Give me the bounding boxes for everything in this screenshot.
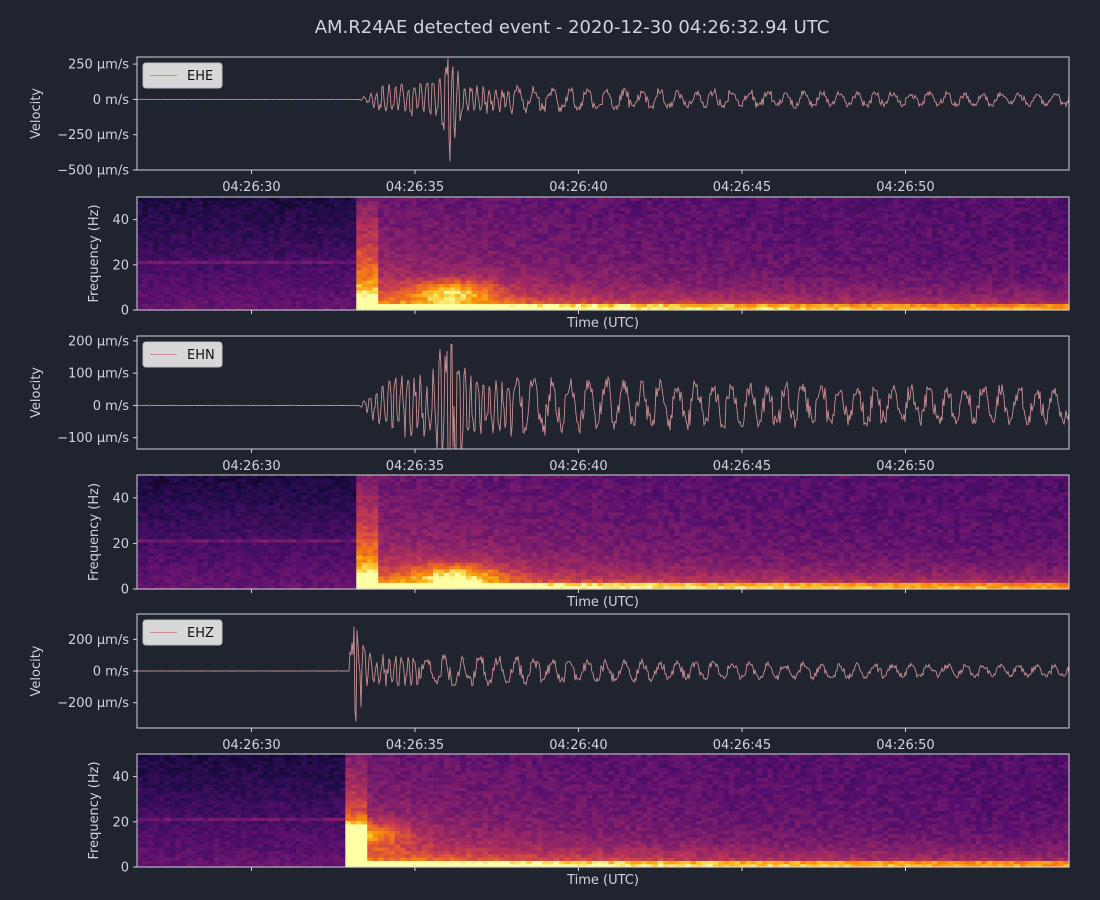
y-axis-label: Frequency (Hz): [87, 483, 102, 581]
x-axis-label: Time (UTC): [566, 316, 639, 331]
x-tick-label: 04:26:35: [386, 180, 444, 195]
legend-label: EHE: [187, 69, 213, 84]
y-tick-label: 0 m/s: [93, 93, 129, 108]
waveform-trace-ehn: [137, 343, 1069, 449]
axes-frame: [136, 56, 1070, 171]
spectrogram-panel-ehe: Time (UTC) 0 20 40 Frequency (Hz): [87, 196, 1070, 331]
x-tick-label: 04:26:35: [386, 738, 444, 753]
x-tick-label: 04:26:40: [549, 180, 607, 195]
y-tick-label: 0: [121, 304, 129, 319]
axes-frame: [136, 196, 1070, 311]
y-tick-label: 0 m/s: [93, 399, 129, 414]
legend-ehe: EHE: [142, 62, 223, 89]
y-axis-label: Velocity: [29, 88, 44, 139]
x-axis-label: Time (UTC): [566, 873, 639, 888]
y-axis-label: Velocity: [29, 645, 44, 696]
y-tick-label: 0: [121, 861, 129, 876]
axes-frame: [136, 335, 1070, 450]
x-tick-label: 04:26:30: [222, 738, 280, 753]
y-tick-label: 20: [112, 815, 129, 830]
x-tick-label: 04:26:50: [876, 459, 934, 474]
y-axis-label: Frequency (Hz): [87, 204, 102, 302]
panels-container: EHE 250 µm/s 0 m/s −250 µm/s −500 µm/s Veloci…: [29, 56, 1070, 888]
y-tick-label: 250 µm/s: [68, 58, 129, 73]
spectrogram-panel-ehz: Time (UTC) 0 20 40 Frequency (Hz): [87, 753, 1070, 888]
y-tick-label: 200 µm/s: [68, 633, 129, 648]
y-axis-label: Frequency (Hz): [87, 761, 102, 859]
y-tick-label: −250 µm/s: [57, 128, 129, 143]
x-tick-label: 04:26:30: [222, 459, 280, 474]
x-axis-label: Time (UTC): [566, 595, 639, 610]
spectrogram-image-ehn: [137, 475, 1070, 590]
chart-title: AM.R24AE detected event - 2020-12-30 04:…: [315, 17, 830, 38]
x-tick-label: 04:26:35: [386, 459, 444, 474]
legend-ehn: EHN: [142, 341, 223, 368]
y-tick-label: 40: [112, 770, 129, 785]
y-axis-label: Velocity: [29, 367, 44, 418]
legend-ehz: EHZ: [142, 619, 223, 646]
legend-label: EHZ: [187, 626, 214, 641]
spectrogram-panel-ehn: Time (UTC) 0 20 40 Frequency (Hz): [87, 474, 1070, 610]
legend-box: [142, 619, 223, 646]
y-tick-label: 40: [112, 491, 129, 506]
x-tick-label: 04:26:50: [876, 180, 934, 195]
y-tick-label: 20: [112, 537, 129, 552]
legend-box: [142, 62, 223, 89]
x-tick-label: 04:26:40: [549, 459, 607, 474]
x-tick-label: 04:26:45: [713, 738, 771, 753]
spectrogram-image-ehe: [137, 197, 1070, 311]
axes-frame: [136, 474, 1070, 590]
x-tick-label: 04:26:30: [222, 180, 280, 195]
x-tick-label: 04:26:50: [876, 738, 934, 753]
y-tick-label: −200 µm/s: [57, 696, 129, 711]
x-tick-label: 04:26:45: [713, 459, 771, 474]
x-tick-label: 04:26:45: [713, 180, 771, 195]
y-tick-label: 100 µm/s: [68, 367, 129, 382]
x-tick-label: 04:26:40: [549, 738, 607, 753]
y-tick-label: 200 µm/s: [68, 334, 129, 349]
y-tick-label: 0 m/s: [93, 665, 129, 680]
y-tick-label: 40: [112, 213, 129, 228]
waveform-trace-ehe: [137, 58, 1069, 162]
spectrogram-image-ehz: [137, 754, 1070, 868]
legend-label: EHN: [187, 348, 215, 363]
y-tick-label: −500 µm/s: [57, 164, 129, 179]
waveform-panel-ehz: EHZ 200 µm/s 0 m/s −200 µm/s Velocity 04:26:3…: [29, 613, 1070, 753]
waveform-panel-ehe: EHE 250 µm/s 0 m/s −250 µm/s −500 µm/s Veloci…: [29, 56, 1070, 195]
waveform-panel-ehn: EHN 200 µm/s 100 µm/s 0 m/s −100 µm/s Velocit…: [29, 334, 1070, 474]
y-tick-label: 0: [121, 583, 129, 598]
axes-frame: [136, 753, 1070, 868]
y-tick-label: −100 µm/s: [57, 431, 129, 446]
legend-box: [142, 341, 223, 368]
y-tick-label: 20: [112, 258, 129, 273]
waveform-trace-ehz: [137, 626, 1069, 722]
